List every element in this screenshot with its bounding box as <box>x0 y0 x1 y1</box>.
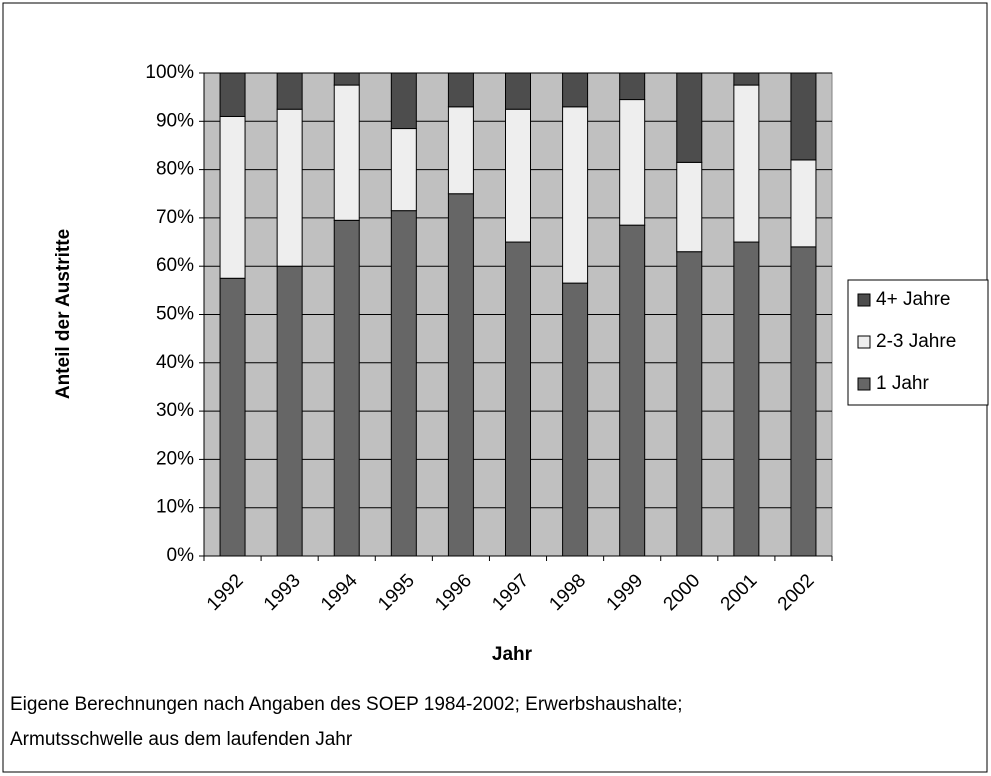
bar-segment <box>733 241 760 557</box>
bar-segment <box>447 106 474 195</box>
bar-segment <box>790 246 817 557</box>
bar-segment <box>505 72 531 110</box>
legend-swatch <box>857 293 871 307</box>
legend-swatch <box>857 377 871 391</box>
legend-label: 1 Jahr <box>876 373 929 394</box>
bar-segment <box>333 84 360 221</box>
legend-box <box>847 279 989 406</box>
bar-segment <box>390 128 417 212</box>
y-tick-label: 0% <box>167 545 195 566</box>
y-tick-label: 80% <box>156 159 194 180</box>
bar-segment <box>733 84 760 243</box>
bar-segment <box>619 99 646 226</box>
bar-segment <box>447 193 474 557</box>
y-tick-label: 100% <box>145 62 194 83</box>
y-tick-label: 40% <box>156 352 194 373</box>
bar-segment <box>562 106 589 284</box>
y-tick-label: 30% <box>156 400 194 421</box>
bar-segment <box>619 224 646 557</box>
bar-segment <box>333 219 360 557</box>
y-tick-label: 90% <box>156 110 194 131</box>
bar-segment <box>276 108 303 267</box>
bar-segment <box>276 265 303 557</box>
bar-segment <box>562 282 589 557</box>
y-axis-label: Anteil der Austritte <box>53 229 74 399</box>
bar-segment <box>676 72 703 163</box>
note: Eigene Berechnungen nach Angaben des SOE… <box>10 694 683 715</box>
y-tick-label: 10% <box>156 497 194 518</box>
y-tick-label: 50% <box>156 304 194 325</box>
bar-segment <box>390 210 417 557</box>
bar-segment <box>676 161 703 253</box>
bar-segment <box>333 72 360 86</box>
bar-segment <box>505 108 531 243</box>
bar-segment <box>733 72 760 86</box>
bar-segment <box>562 72 589 108</box>
bar-segment <box>505 241 531 557</box>
note: Armutsschwelle aus dem laufenden Jahr <box>10 729 353 750</box>
y-tick-label: 70% <box>156 207 194 228</box>
bar-segment <box>390 72 417 130</box>
bar-segment <box>276 72 303 110</box>
y-tick-label: 60% <box>156 255 194 276</box>
bar-segment <box>790 159 817 248</box>
legend-label: 2-3 Jahre <box>876 331 956 352</box>
bar-segment <box>219 115 246 279</box>
bar-segment <box>219 72 246 117</box>
legend-label: 4+ Jahre <box>876 289 950 310</box>
bar-segment <box>619 72 646 101</box>
bar-segment <box>447 72 474 108</box>
bar-segment <box>219 277 246 557</box>
x-axis-label: Jahr <box>492 644 533 665</box>
y-tick-label: 20% <box>156 448 194 469</box>
bar-segment <box>790 72 817 161</box>
legend-swatch <box>857 335 871 349</box>
bar-segment <box>676 251 703 557</box>
